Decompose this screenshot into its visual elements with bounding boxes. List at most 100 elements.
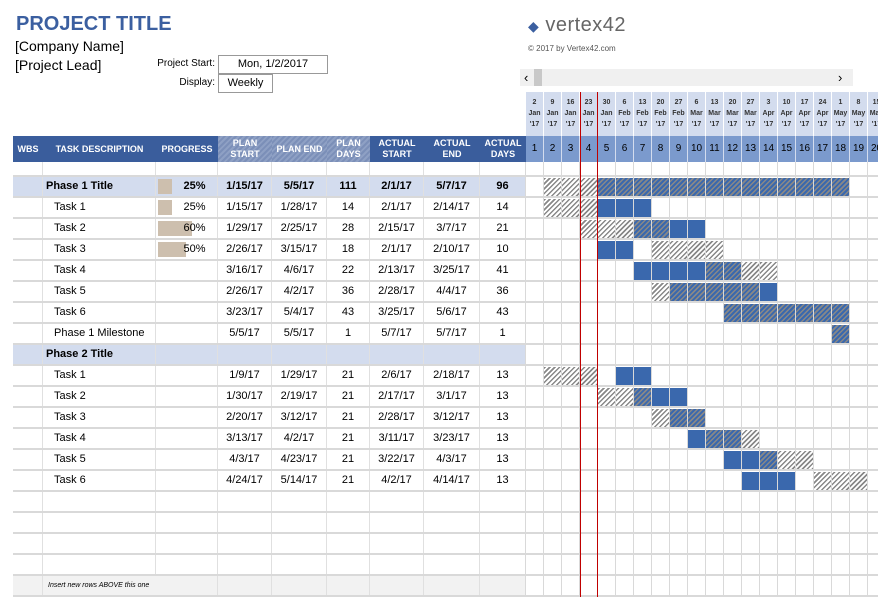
timeline-scrollbar[interactable]: ‹ ›	[520, 69, 853, 86]
cell-plan-start[interactable]	[218, 345, 272, 364]
cell-progress[interactable]	[156, 261, 218, 280]
cell-actual-start[interactable]: 2/17/17	[370, 387, 424, 406]
cell-plan-days[interactable]	[327, 534, 370, 553]
cell-plan-days[interactable]: 18	[327, 240, 370, 259]
cell-plan-start[interactable]: 2/26/17	[218, 240, 272, 259]
cell-actual-start[interactable]: 2/28/17	[370, 408, 424, 427]
cell-name[interactable]: Phase 2 Title	[43, 345, 156, 364]
cell-actual-end[interactable]	[424, 534, 480, 553]
cell-actual-days[interactable]: 96	[480, 177, 526, 196]
cell-plan-days[interactable]: 21	[327, 408, 370, 427]
cell-progress[interactable]	[156, 429, 218, 448]
cell-progress[interactable]	[156, 303, 218, 322]
table-row[interactable]: Task 6 4/24/17 5/14/17 21 4/2/17 4/14/17 13	[13, 471, 526, 492]
cell-progress[interactable]	[156, 492, 218, 511]
display-select[interactable]: Weekly	[218, 74, 273, 93]
cell-plan-start[interactable]: 2/20/17	[218, 408, 272, 427]
table-row[interactable]: Task 3 2/20/17 3/12/17 21 2/28/17 3/12/17 13	[13, 408, 526, 429]
cell-actual-start[interactable]: 3/25/17	[370, 303, 424, 322]
cell-name[interactable]: Task 2	[43, 219, 156, 238]
table-row[interactable]: Task 1 1/9/17 1/29/17 21 2/6/17 2/18/17 13	[13, 366, 526, 387]
cell-name[interactable]: Task 1	[43, 198, 156, 217]
cell-plan-end[interactable]	[272, 513, 327, 532]
cell-actual-end[interactable]: 4/4/17	[424, 282, 480, 301]
cell-actual-days[interactable]: 13	[480, 471, 526, 490]
cell-progress[interactable]	[156, 162, 218, 175]
cell-actual-end[interactable]	[424, 555, 480, 574]
cell-actual-start[interactable]: 3/22/17	[370, 450, 424, 469]
cell-name[interactable]: Insert new rows ABOVE this one	[48, 582, 150, 589]
cell-plan-days[interactable]: 21	[327, 429, 370, 448]
cell-name[interactable]: Task 6	[43, 303, 156, 322]
cell-wbs[interactable]	[13, 471, 43, 490]
cell-plan-start[interactable]	[218, 576, 272, 595]
cell-wbs[interactable]	[13, 387, 43, 406]
cell-actual-days[interactable]	[480, 345, 526, 364]
cell-wbs[interactable]	[13, 303, 43, 322]
cell-plan-start[interactable]: 1/30/17	[218, 387, 272, 406]
cell-actual-days[interactable]	[480, 534, 526, 553]
cell-actual-days[interactable]	[480, 162, 526, 175]
cell-actual-days[interactable]	[480, 555, 526, 574]
cell-progress[interactable]	[156, 513, 218, 532]
table-row[interactable]	[13, 534, 526, 555]
cell-plan-days[interactable]	[327, 576, 370, 595]
cell-actual-start[interactable]	[370, 555, 424, 574]
cell-plan-start[interactable]: 3/23/17	[218, 303, 272, 322]
cell-plan-days[interactable]: 36	[327, 282, 370, 301]
table-row[interactable]: Task 4 3/16/17 4/6/17 22 2/13/17 3/25/17 41	[13, 261, 526, 282]
cell-actual-end[interactable]: 2/10/17	[424, 240, 480, 259]
cell-plan-end[interactable]	[272, 534, 327, 553]
cell-wbs[interactable]	[13, 429, 43, 448]
cell-actual-start[interactable]: 2/1/17	[370, 240, 424, 259]
cell-plan-start[interactable]: 1/15/17	[218, 198, 272, 217]
cell-plan-start[interactable]: 3/16/17	[218, 261, 272, 280]
project-start-input[interactable]: Mon, 1/2/2017	[218, 55, 328, 74]
cell-plan-start[interactable]	[218, 534, 272, 553]
table-row[interactable]	[13, 492, 526, 513]
cell-name[interactable]: Task 4	[43, 261, 156, 280]
cell-plan-end[interactable]: 4/2/17	[272, 282, 327, 301]
cell-plan-end[interactable]	[272, 492, 327, 511]
cell-wbs[interactable]	[13, 534, 43, 553]
cell-plan-start[interactable]: 2/26/17	[218, 282, 272, 301]
cell-actual-start[interactable]: 4/2/17	[370, 471, 424, 490]
cell-name[interactable]: Task 1	[43, 366, 156, 385]
cell-plan-days[interactable]: 21	[327, 450, 370, 469]
cell-plan-start[interactable]: 4/3/17	[218, 450, 272, 469]
cell-wbs[interactable]	[13, 366, 43, 385]
cell-actual-end[interactable]: 4/3/17	[424, 450, 480, 469]
cell-actual-start[interactable]: 2/1/17	[370, 177, 424, 196]
cell-plan-end[interactable]: 2/19/17	[272, 387, 327, 406]
cell-actual-days[interactable]: 13	[480, 450, 526, 469]
cell-wbs[interactable]	[13, 282, 43, 301]
cell-progress[interactable]	[156, 282, 218, 301]
cell-wbs[interactable]	[13, 324, 43, 343]
cell-plan-end[interactable]: 3/15/17	[272, 240, 327, 259]
cell-name[interactable]	[43, 555, 156, 574]
cell-plan-start[interactable]	[218, 492, 272, 511]
cell-plan-end[interactable]: 5/14/17	[272, 471, 327, 490]
cell-plan-days[interactable]: 111	[327, 177, 370, 196]
cell-wbs[interactable]	[13, 513, 43, 532]
cell-name[interactable]	[43, 534, 156, 553]
cell-plan-start[interactable]	[218, 555, 272, 574]
cell-actual-start[interactable]	[370, 492, 424, 511]
table-row[interactable]	[13, 555, 526, 576]
cell-plan-days[interactable]	[327, 555, 370, 574]
cell-plan-start[interactable]: 5/5/17	[218, 324, 272, 343]
table-row[interactable]	[13, 162, 526, 177]
cell-actual-end[interactable]: 3/1/17	[424, 387, 480, 406]
cell-name[interactable]: Task 6	[43, 471, 156, 490]
cell-actual-days[interactable]: 21	[480, 219, 526, 238]
cell-name[interactable]: Task 5	[43, 450, 156, 469]
cell-actual-start[interactable]	[370, 345, 424, 364]
cell-progress[interactable]	[156, 576, 218, 595]
cell-actual-days[interactable]: 13	[480, 387, 526, 406]
table-row[interactable]: Task 5 4/3/17 4/23/17 21 3/22/17 4/3/17 13	[13, 450, 526, 471]
cell-actual-end[interactable]: 3/7/17	[424, 219, 480, 238]
cell-progress[interactable]: 50%	[156, 240, 218, 259]
cell-name[interactable]: Task 3	[43, 240, 156, 259]
cell-plan-days[interactable]: 43	[327, 303, 370, 322]
cell-actual-days[interactable]: 13	[480, 366, 526, 385]
